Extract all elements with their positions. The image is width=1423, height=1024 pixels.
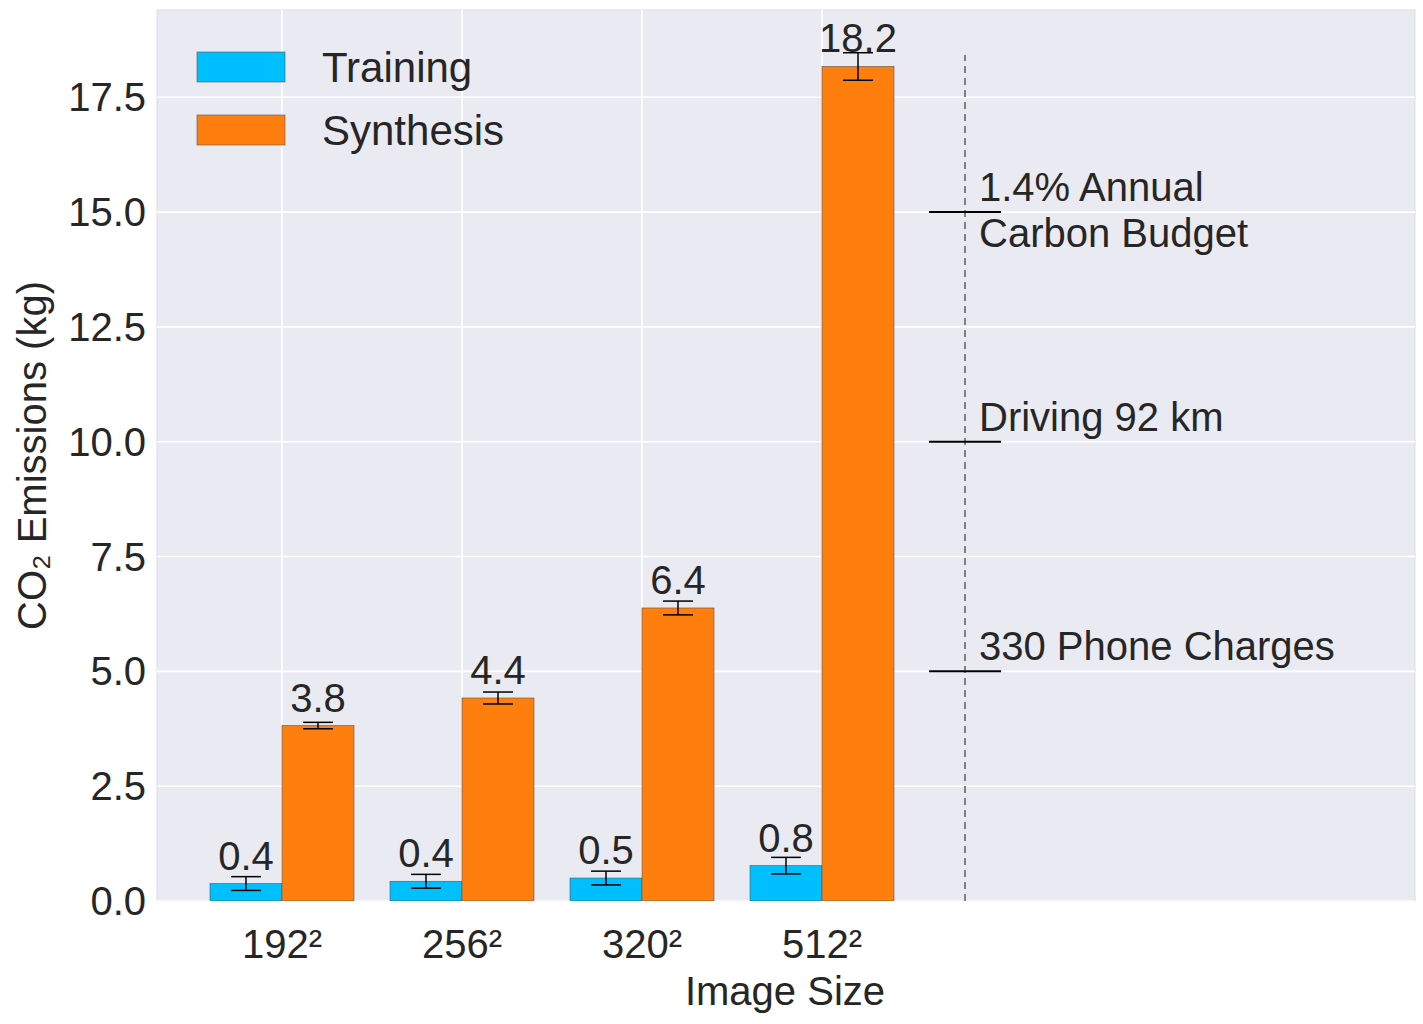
- reference-tick: [929, 670, 1001, 672]
- data-label: 3.8: [290, 676, 346, 720]
- y-tick-label: 5.0: [90, 649, 146, 693]
- y-tick-label: 10.0: [68, 420, 146, 464]
- data-label: 0.4: [398, 831, 454, 875]
- legend: Training Synthesis: [197, 44, 504, 154]
- bars: [210, 53, 894, 901]
- error-bar: [411, 874, 441, 888]
- data-label: 0.8: [758, 816, 814, 860]
- data-label: 0.5: [578, 828, 634, 872]
- grid-line: [157, 671, 1415, 673]
- error-bar: [771, 857, 801, 874]
- annotation-line: Driving 92 km: [979, 395, 1224, 439]
- x-tick-label: 256²: [422, 922, 502, 966]
- legend-swatch: [197, 115, 285, 145]
- error-bar: [591, 871, 621, 885]
- annotation: Driving 92 km: [979, 395, 1224, 439]
- bar: [822, 66, 894, 901]
- annotation-line: 330 Phone Charges: [979, 624, 1335, 668]
- grid-line: [157, 326, 1415, 328]
- bar: [282, 726, 354, 901]
- error-bar: [231, 877, 261, 891]
- y-tick-label: 15.0: [68, 190, 146, 234]
- annotation: 1.4% AnnualCarbon Budget: [979, 165, 1248, 255]
- bar: [462, 698, 534, 901]
- legend-label: Training: [322, 44, 472, 91]
- y-tick-label: 2.5: [90, 764, 146, 808]
- annotation: 330 Phone Charges: [979, 624, 1335, 668]
- error-stem: [317, 722, 319, 728]
- grid-line: [157, 96, 1415, 98]
- annotation-line: Carbon Budget: [979, 211, 1248, 255]
- legend-label: Synthesis: [322, 107, 504, 154]
- error-stem: [497, 692, 499, 704]
- x-tick-label: 512²: [782, 922, 862, 966]
- error-cap: [303, 722, 333, 724]
- error-stem: [677, 601, 679, 615]
- error-cap: [303, 728, 333, 730]
- x-tick-label: 192²: [242, 922, 322, 966]
- plot-area: [157, 10, 1415, 901]
- bar: [642, 608, 714, 901]
- grid-line: [157, 556, 1415, 558]
- grid-line: [157, 441, 1415, 443]
- error-stem: [245, 877, 247, 891]
- legend-swatch: [197, 52, 285, 82]
- error-cap: [591, 884, 621, 886]
- error-cap: [231, 890, 261, 892]
- data-label: 6.4: [650, 558, 706, 602]
- y-axis-label: CO₂ Emissions (kg): [10, 281, 54, 630]
- annotation-line: 1.4% Annual: [979, 165, 1204, 209]
- error-bar: [483, 692, 513, 704]
- error-bar: [303, 722, 333, 728]
- chart: 0.0 2.5 5.0 7.5 10.0 12.5 15.0 17.5 192² 256² 320²…: [0, 0, 1423, 1024]
- error-cap: [843, 80, 873, 82]
- error-cap: [411, 887, 441, 889]
- x-axis-label: Image Size: [685, 969, 885, 1013]
- error-stem: [605, 871, 607, 885]
- data-label: 18.2: [819, 16, 897, 60]
- error-bar: [663, 601, 693, 615]
- reference-line: [964, 55, 966, 901]
- error-stem: [785, 857, 787, 874]
- x-tick-label: 320²: [602, 922, 682, 966]
- data-label: 0.4: [218, 834, 274, 878]
- y-tick-label: 17.5: [68, 75, 146, 119]
- error-stem: [425, 874, 427, 888]
- error-cap: [771, 873, 801, 875]
- y-tick-label: 12.5: [68, 305, 146, 349]
- reference-tick: [929, 441, 1001, 443]
- error-cap: [483, 703, 513, 705]
- data-label: 4.4: [470, 648, 526, 692]
- error-cap: [663, 614, 693, 616]
- y-tick-label: 7.5: [90, 535, 146, 579]
- y-tick-label: 0.0: [90, 879, 146, 923]
